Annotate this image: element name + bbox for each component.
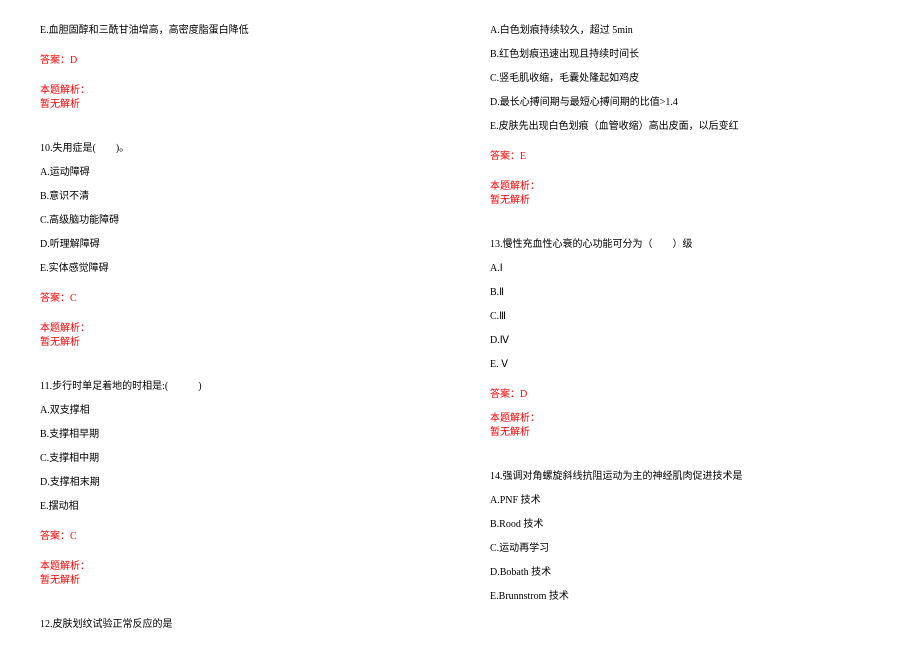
- q14-option-a: A.PNF 技术: [490, 494, 880, 508]
- q14-option-e: E.Brunnstrom 技术: [490, 590, 880, 604]
- q12-option-a: A.白色划痕持续较久，超过 5min: [490, 24, 880, 38]
- q11-option-d: D.支撑相末期: [40, 476, 430, 490]
- q9-answer: 答案：D: [40, 54, 430, 68]
- right-column: A.白色划痕持续较久，超过 5min B.红色划痕迅速出现且持续时间长 C.竖毛…: [490, 24, 880, 632]
- two-column-layout: E.血胆固醇和三酰甘油增高，高密度脂蛋白降低 答案：D 本题解析： 暂无解析 1…: [40, 24, 880, 632]
- q12-option-d: D.最长心搏间期与最短心搏间期的比值>1.4: [490, 96, 880, 110]
- q14-option-d: D.Bobath 技术: [490, 566, 880, 580]
- q11-option-a: A.双支撑相: [40, 404, 430, 418]
- q10-answer: 答案：C: [40, 292, 430, 306]
- q11-stem: 11.步行时单足着地的时相是:( ): [40, 380, 430, 394]
- q10-option-b: B.意识不清: [40, 190, 430, 204]
- q12-explanation-label: 本题解析：: [490, 180, 880, 194]
- q12-stem: 12.皮肤划纹试验正常反应的是: [40, 618, 430, 632]
- q11-explanation-label: 本题解析：: [40, 560, 430, 574]
- q9-option-e: E.血胆固醇和三酰甘油增高，高密度脂蛋白降低: [40, 24, 430, 38]
- q11-option-e: E.摆动相: [40, 500, 430, 514]
- q12-option-e: E.皮肤先出现白色划痕（血管收缩）高出皮面，以后变红: [490, 120, 880, 134]
- q10-option-c: C.高级脑功能障碍: [40, 214, 430, 228]
- q9-explanation-label: 本题解析：: [40, 84, 430, 98]
- q12-option-c: C.竖毛肌收缩，毛囊处隆起如鸡皮: [490, 72, 880, 86]
- q10-option-d: D.听理解障碍: [40, 238, 430, 252]
- q10-option-a: A.运动障碍: [40, 166, 430, 180]
- q14-option-c: C.运动再学习: [490, 542, 880, 556]
- q10-stem: 10.失用症是( )。: [40, 142, 430, 156]
- q10-option-e: E.实体感觉障碍: [40, 262, 430, 276]
- q11-answer: 答案：C: [40, 530, 430, 544]
- q13-option-e: E. Ⅴ: [490, 358, 880, 372]
- q13-explanation-label: 本题解析：: [490, 412, 880, 426]
- q13-option-d: D.Ⅳ: [490, 334, 880, 348]
- q13-option-a: A.Ⅰ: [490, 262, 880, 276]
- q12-answer: 答案：E: [490, 150, 880, 164]
- q11-explanation-none: 暂无解析: [40, 574, 430, 588]
- q10-explanation-none: 暂无解析: [40, 336, 430, 350]
- q9-explanation-none: 暂无解析: [40, 98, 430, 112]
- q10-explanation-label: 本题解析：: [40, 322, 430, 336]
- q13-option-b: B.Ⅱ: [490, 286, 880, 300]
- q12-option-b: B.红色划痕迅速出现且持续时间长: [490, 48, 880, 62]
- q14-stem: 14.强调对角螺旋斜线抗阻运动为主的神经肌肉促进技术是: [490, 470, 880, 484]
- q14-option-b: B.Rood 技术: [490, 518, 880, 532]
- q13-stem: 13.慢性充血性心衰的心功能可分为（ ）级: [490, 238, 880, 252]
- q13-explanation-none: 暂无解析: [490, 426, 880, 440]
- left-column: E.血胆固醇和三酰甘油增高，高密度脂蛋白降低 答案：D 本题解析： 暂无解析 1…: [40, 24, 430, 632]
- q11-option-b: B.支撑相早期: [40, 428, 430, 442]
- q13-option-c: C.Ⅲ: [490, 310, 880, 324]
- q12-explanation-none: 暂无解析: [490, 194, 880, 208]
- q11-option-c: C.支撑相中期: [40, 452, 430, 466]
- q13-answer: 答案：D: [490, 388, 880, 402]
